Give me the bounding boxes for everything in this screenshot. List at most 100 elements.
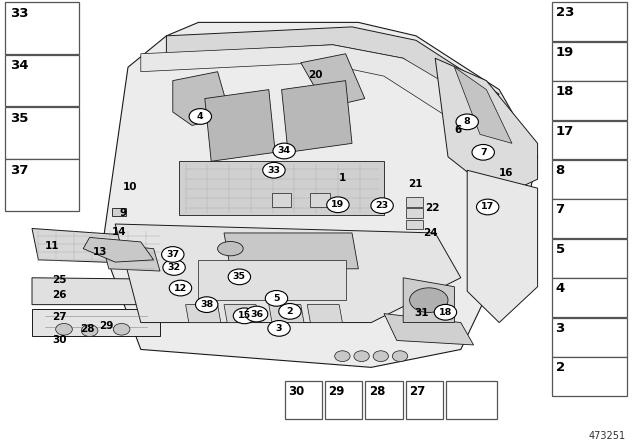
Circle shape xyxy=(266,290,288,306)
Circle shape xyxy=(56,323,72,335)
Circle shape xyxy=(263,162,285,178)
FancyBboxPatch shape xyxy=(5,2,79,54)
Text: 34: 34 xyxy=(10,59,28,72)
Text: 3: 3 xyxy=(556,322,564,335)
Polygon shape xyxy=(179,161,384,215)
Polygon shape xyxy=(205,90,275,161)
FancyBboxPatch shape xyxy=(285,381,322,419)
Text: 4: 4 xyxy=(556,282,564,295)
Circle shape xyxy=(335,351,350,362)
Text: 32: 32 xyxy=(168,263,180,272)
Text: 19: 19 xyxy=(332,200,344,209)
Text: 18: 18 xyxy=(556,85,574,98)
Text: 18: 18 xyxy=(439,308,452,317)
Text: 36: 36 xyxy=(250,310,263,319)
Text: 1: 1 xyxy=(339,173,346,183)
Polygon shape xyxy=(186,305,221,323)
Circle shape xyxy=(472,144,494,160)
FancyBboxPatch shape xyxy=(552,42,627,81)
Circle shape xyxy=(169,280,192,296)
Text: 8: 8 xyxy=(464,117,470,126)
Text: 28: 28 xyxy=(369,385,385,398)
Bar xyxy=(406,208,423,218)
Text: 7: 7 xyxy=(556,203,564,216)
Text: 29: 29 xyxy=(99,321,113,331)
Polygon shape xyxy=(83,237,154,262)
Circle shape xyxy=(456,114,479,130)
FancyBboxPatch shape xyxy=(446,381,497,419)
Polygon shape xyxy=(435,58,538,197)
Polygon shape xyxy=(454,67,512,143)
Text: 33: 33 xyxy=(10,7,28,20)
Circle shape xyxy=(228,269,251,285)
Text: 24: 24 xyxy=(423,228,438,238)
Text: 14: 14 xyxy=(112,227,127,237)
Text: 473251: 473251 xyxy=(589,431,626,441)
Polygon shape xyxy=(173,72,230,125)
Circle shape xyxy=(196,297,218,313)
Circle shape xyxy=(279,304,301,319)
Circle shape xyxy=(371,198,393,214)
Text: 38: 38 xyxy=(200,300,213,309)
Polygon shape xyxy=(141,45,486,125)
Circle shape xyxy=(113,323,130,335)
Polygon shape xyxy=(102,244,160,271)
Text: 7: 7 xyxy=(480,148,486,157)
Text: 16: 16 xyxy=(499,168,514,178)
FancyBboxPatch shape xyxy=(5,55,79,106)
Circle shape xyxy=(476,199,499,215)
Circle shape xyxy=(273,143,296,159)
Text: 23: 23 xyxy=(556,6,574,19)
Text: 35: 35 xyxy=(233,272,246,281)
Polygon shape xyxy=(32,309,160,336)
Text: 9: 9 xyxy=(119,208,126,218)
Text: 23: 23 xyxy=(376,201,388,210)
Text: 4: 4 xyxy=(197,112,204,121)
Ellipse shape xyxy=(218,241,243,256)
Circle shape xyxy=(162,246,184,262)
Text: 28: 28 xyxy=(80,324,95,334)
Text: 33: 33 xyxy=(268,166,280,175)
Polygon shape xyxy=(467,170,538,323)
Circle shape xyxy=(373,351,388,362)
Polygon shape xyxy=(224,233,358,269)
Ellipse shape xyxy=(410,288,448,313)
FancyBboxPatch shape xyxy=(325,381,362,419)
Text: 20: 20 xyxy=(308,70,323,80)
Text: 5: 5 xyxy=(556,243,564,256)
Circle shape xyxy=(163,259,186,275)
Text: 37: 37 xyxy=(166,250,179,259)
Polygon shape xyxy=(307,305,342,323)
Circle shape xyxy=(268,321,291,336)
Text: 34: 34 xyxy=(278,146,291,155)
Text: 11: 11 xyxy=(45,241,60,250)
FancyBboxPatch shape xyxy=(552,160,627,199)
FancyBboxPatch shape xyxy=(552,278,627,317)
Text: 19: 19 xyxy=(556,46,574,59)
Polygon shape xyxy=(224,305,259,323)
Text: 2: 2 xyxy=(556,361,564,374)
Text: 2: 2 xyxy=(287,307,293,316)
Text: 8: 8 xyxy=(556,164,564,177)
Text: 17: 17 xyxy=(481,202,494,211)
Polygon shape xyxy=(403,278,454,323)
Polygon shape xyxy=(269,305,304,323)
Text: 35: 35 xyxy=(10,112,28,125)
Polygon shape xyxy=(32,278,435,305)
Circle shape xyxy=(189,109,211,124)
Polygon shape xyxy=(282,81,352,152)
Text: 27: 27 xyxy=(409,385,425,398)
Circle shape xyxy=(81,325,98,336)
Circle shape xyxy=(354,351,369,362)
Text: 10: 10 xyxy=(123,182,138,192)
FancyBboxPatch shape xyxy=(5,159,79,211)
Polygon shape xyxy=(384,314,474,345)
Text: 5: 5 xyxy=(273,294,280,303)
Polygon shape xyxy=(198,260,346,300)
Circle shape xyxy=(392,351,408,362)
Text: 15: 15 xyxy=(238,311,251,320)
Polygon shape xyxy=(102,22,538,367)
FancyBboxPatch shape xyxy=(552,239,627,278)
Bar xyxy=(272,193,291,207)
Text: 26: 26 xyxy=(52,290,67,300)
